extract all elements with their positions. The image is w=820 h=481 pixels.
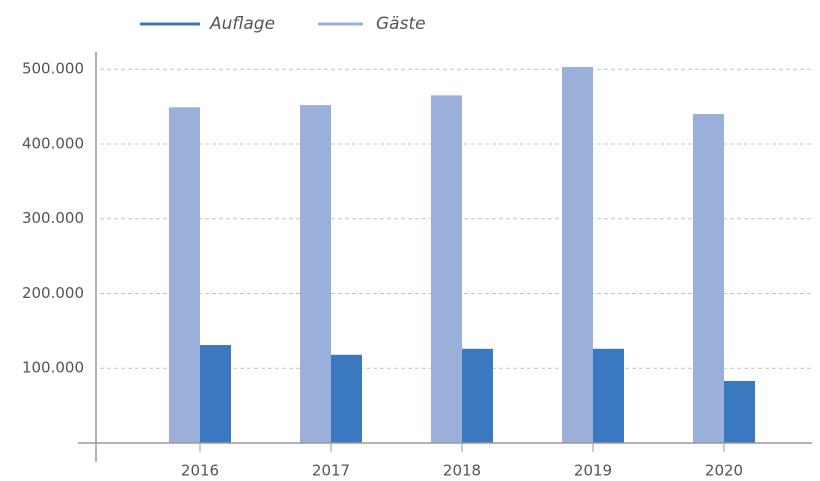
bar bbox=[431, 95, 462, 443]
bar bbox=[693, 114, 724, 443]
y-tick-label: 500.000 bbox=[22, 60, 84, 78]
bar bbox=[331, 354, 362, 443]
bar bbox=[724, 380, 755, 443]
legend-label: Auflage bbox=[209, 14, 275, 34]
bar bbox=[300, 105, 331, 443]
x-tick-label: 2020 bbox=[705, 462, 743, 480]
bar bbox=[200, 345, 231, 443]
x-tick-label: 2017 bbox=[312, 462, 350, 480]
y-tick-label: 200.000 bbox=[22, 284, 84, 302]
bar bbox=[562, 66, 593, 443]
bar bbox=[462, 348, 493, 443]
bar bbox=[593, 348, 624, 443]
y-tick-label: 300.000 bbox=[22, 209, 84, 227]
x-tick-label: 2019 bbox=[574, 462, 612, 480]
legend-label: Gäste bbox=[376, 14, 426, 34]
x-tick-label: 2016 bbox=[181, 462, 219, 480]
bar bbox=[169, 107, 200, 444]
y-tick-label: 100.000 bbox=[22, 359, 84, 377]
y-tick-label: 400.000 bbox=[22, 134, 84, 152]
x-tick-label: 2018 bbox=[443, 462, 481, 480]
